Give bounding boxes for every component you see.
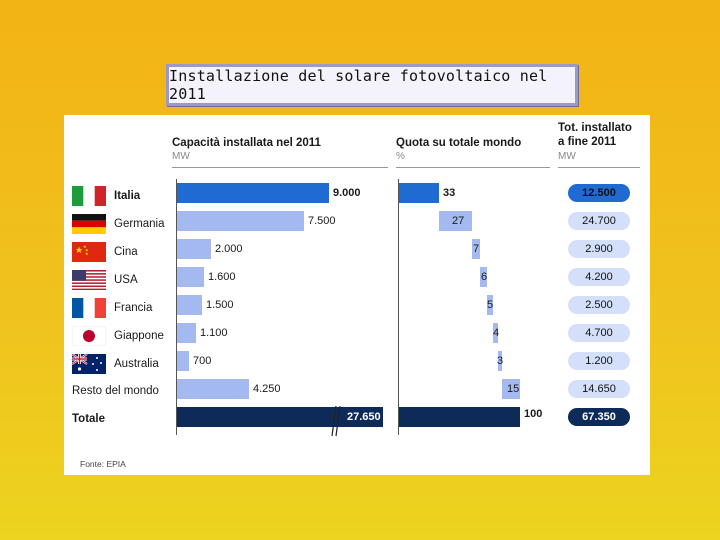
share-value-cina: 7 — [473, 243, 480, 255]
capacity-axis — [176, 179, 177, 435]
total-installed-pill-usa: 4.200 — [568, 268, 630, 286]
share-value-australia: 3 — [497, 355, 504, 367]
share-value-germania: 27 — [452, 215, 465, 227]
total-installed-pill-totale: 67.350 — [568, 408, 630, 426]
flag-usa-icon — [72, 270, 106, 290]
share-value-usa: 6 — [481, 271, 488, 283]
flag-australia-icon — [72, 354, 106, 374]
share-value-resto-del-mondo: 15 — [507, 383, 520, 395]
svg-text:★: ★ — [85, 251, 89, 256]
total-installed-pill-resto-del-mondo: 14.650 — [568, 380, 630, 398]
capacity-header: Capacità installata nel 2011 — [172, 137, 321, 149]
country-label-australia: Australia — [114, 358, 159, 370]
capacity-value-italia: 9.000 — [333, 187, 361, 199]
capacity-unit: MW — [172, 151, 190, 162]
country-label-francia: Francia — [114, 302, 153, 314]
share-bar-totale — [399, 407, 520, 427]
capacity-value-resto-del-mondo: 4.250 — [253, 383, 281, 395]
total-installed-pill-giappone: 4.700 — [568, 324, 630, 342]
svg-text:★: ★ — [85, 248, 89, 253]
share-bar-australia — [498, 351, 502, 371]
capacity-value-totale: 27.650 — [347, 411, 381, 423]
flag-italy-icon — [72, 186, 106, 206]
capacity-value-australia: 700 — [193, 355, 212, 367]
capacity-bar-resto-del-mondo — [177, 379, 249, 399]
capacity-bar-australia — [177, 351, 189, 371]
capacity-bar-giappone — [177, 323, 196, 343]
total-installed-pill-italia: 12.500 — [568, 184, 630, 202]
capacity-bar-italia — [177, 183, 329, 203]
country-label-italia: Italia — [114, 190, 141, 202]
capacity-value-cina: 2.000 — [215, 243, 243, 255]
chart-panel: Capacità installata nel 2011 MW Quota su… — [64, 115, 650, 475]
country-label-germania: Germania — [114, 218, 165, 230]
slide-title: Installazione del solare fotovoltaico ne… — [166, 64, 578, 106]
capacity-value-usa: 1.600 — [208, 271, 236, 283]
flag-japan-icon — [72, 326, 106, 346]
share-bar-francia — [487, 295, 493, 315]
share-bar-resto-del-mondo — [502, 379, 520, 399]
total-installed-pill-germania: 24.700 — [568, 212, 630, 230]
capacity-bar-cina — [177, 239, 211, 259]
share-bar-germania — [439, 211, 472, 231]
total-installed-pill-cina: 2.900 — [568, 240, 630, 258]
capacity-bar-germania — [177, 211, 304, 231]
capacity-header-rule — [172, 167, 388, 168]
total-header-line1: Tot. installato — [558, 122, 632, 134]
capacity-value-germania: 7.500 — [308, 215, 336, 227]
capacity-value-francia: 1.500 — [206, 299, 234, 311]
share-unit: % — [396, 151, 405, 162]
source-note: Fonte: EPIA — [80, 459, 126, 469]
country-label-totale: Totale — [72, 413, 106, 425]
axis-break-icon — [331, 405, 341, 437]
share-bar-cina — [472, 239, 480, 259]
share-header-rule — [396, 167, 550, 168]
share-value-italia: 33 — [443, 187, 456, 199]
total-header-line2: a fine 2011 — [558, 136, 617, 148]
capacity-bar-usa — [177, 267, 204, 287]
share-bar-giappone — [493, 323, 498, 343]
total-header-rule — [558, 167, 640, 168]
capacity-value-giappone: 1.100 — [200, 327, 228, 339]
total-installed-pill-australia: 1.200 — [568, 352, 630, 370]
country-label-giappone: Giappone — [114, 330, 164, 342]
share-value-giappone: 4 — [493, 327, 500, 339]
country-label-usa: USA — [114, 274, 138, 286]
capacity-bar-totale — [177, 407, 383, 427]
share-value-francia: 5 — [487, 299, 494, 311]
country-label-resto-del-mondo: Resto del mondo — [72, 385, 159, 397]
share-header: Quota su totale mondo — [396, 137, 522, 149]
svg-text:★: ★ — [83, 244, 87, 249]
total-unit: MW — [558, 151, 576, 162]
flag-china-icon: ★ ★ ★ ★ — [72, 242, 106, 262]
country-label-cina: Cina — [114, 246, 138, 258]
total-installed-pill-francia: 2.500 — [568, 296, 630, 314]
flag-germany-icon — [72, 214, 106, 234]
share-value-totale: 100 — [524, 408, 543, 420]
flag-france-icon — [72, 298, 106, 318]
capacity-bar-francia — [177, 295, 202, 315]
share-bar-italia — [399, 183, 439, 203]
svg-text:★: ★ — [75, 246, 83, 256]
share-axis — [398, 179, 399, 435]
share-bar-usa — [480, 267, 487, 287]
